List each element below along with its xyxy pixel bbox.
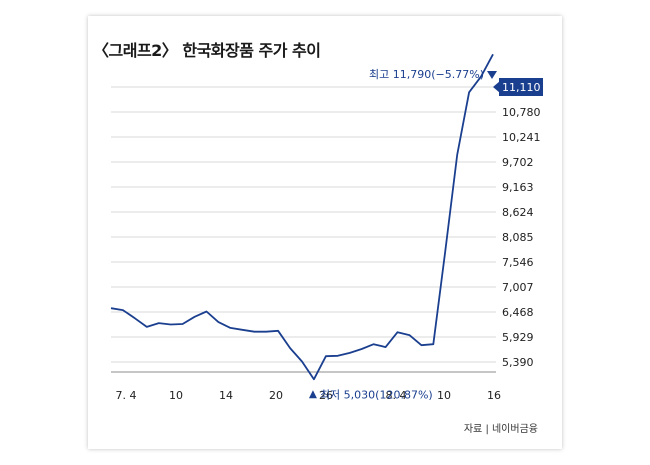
high-marker-icon [487, 71, 497, 79]
y-tick-label: 5,929 [502, 331, 534, 344]
x-tick-label: 10 [437, 389, 451, 402]
y-tick-label: 9,702 [502, 156, 534, 169]
chart-card: 〈그래프2〉 한국화장품 주가 추이 11,110 10,780 10,241 9,7… [88, 16, 562, 449]
series-line [110, 53, 494, 381]
highlight-tick-pointer [493, 81, 500, 93]
y-tick-label: 8,624 [502, 206, 534, 219]
x-tick-label: 26 [319, 389, 333, 402]
source-note: 자료 | 네이버금융 [463, 424, 538, 435]
low-annotation: 최저 5,030(120.87%) [320, 388, 433, 401]
low-marker-icon [308, 390, 317, 399]
y-tick-label: 8,085 [502, 231, 534, 244]
y-tick-label: 10,780 [502, 106, 541, 119]
highlight-tick-box [499, 78, 543, 96]
y-tick-label: 9,163 [502, 181, 534, 194]
y-tick-label: 7,007 [502, 281, 534, 294]
chart-title: 〈그래프2〉 한국화장품 주가 추이 [93, 41, 321, 60]
y-tick-label: 11,110 [502, 81, 541, 94]
x-tick-label: 7. 4 [116, 389, 137, 402]
x-tick-label: 10 [169, 389, 183, 402]
y-tick-label: 10,241 [502, 131, 541, 144]
y-tick-label: 6,468 [502, 306, 534, 319]
high-annotation: 최고 11,790(−5.77%) [369, 68, 484, 81]
x-tick-label: 20 [269, 389, 283, 402]
x-tick-label: 16 [487, 389, 501, 402]
y-tick-label: 5,390 [502, 356, 534, 369]
line-chart: 11,110 10,780 10,241 9,702 9,163 8,624 8,085 7,… [110, 53, 543, 402]
x-tick-label: 8. 4 [386, 389, 407, 402]
y-tick-label: 7,546 [502, 256, 534, 269]
x-tick-label: 14 [219, 389, 233, 402]
